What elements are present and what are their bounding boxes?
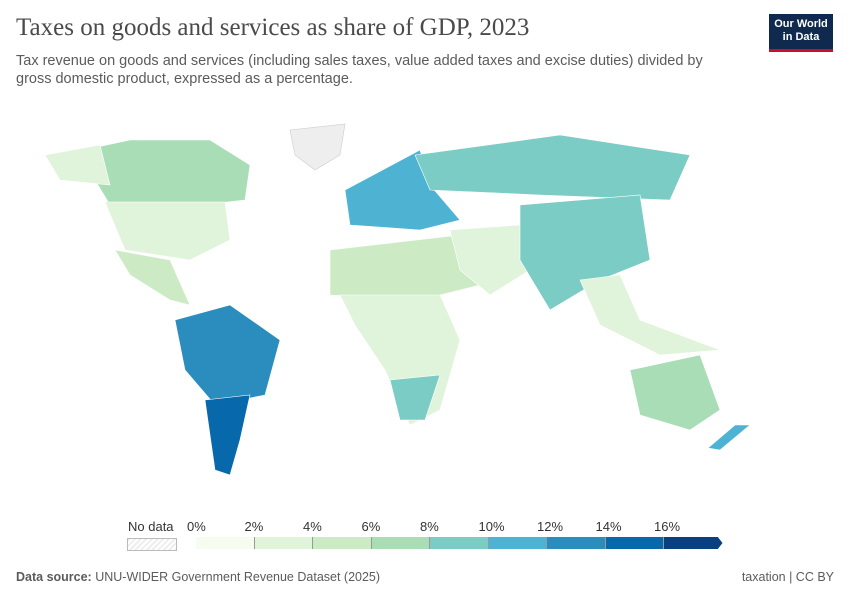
- south-america-north[interactable]: [174, 304, 281, 406]
- legend-bin[interactable]: [371, 537, 430, 549]
- russia[interactable]: [414, 134, 691, 201]
- owid-logo[interactable]: Our World in Data: [769, 14, 833, 52]
- color-legend: No data 0% 2% 4% 6% 8% 10% 12% 14% 16%: [0, 515, 850, 555]
- southern-africa[interactable]: [389, 374, 441, 421]
- middle-east[interactable]: [449, 224, 531, 296]
- legend-tick-label: 8%: [420, 519, 439, 534]
- license[interactable]: taxation | CC BY: [741, 570, 834, 584]
- legend-bin[interactable]: [196, 537, 255, 549]
- legend-bin[interactable]: [664, 537, 723, 549]
- chart-subtitle: Tax revenue on goods and services (inclu…: [16, 53, 703, 87]
- logo-line2: in Data: [782, 31, 820, 43]
- alaska[interactable]: [44, 144, 111, 186]
- no-data-label: No data: [128, 519, 174, 534]
- legend-tick-label: 4%: [303, 519, 322, 534]
- no-data-swatch: [127, 538, 177, 551]
- source-text[interactable]: UNU-WIDER Government Revenue Dataset (20…: [95, 570, 381, 584]
- chart-title: Taxes on goods and services as share of …: [16, 14, 530, 41]
- south-america-south[interactable]: [204, 394, 251, 476]
- canada[interactable]: [59, 139, 251, 206]
- china-india[interactable]: [519, 194, 651, 311]
- australia[interactable]: [629, 354, 721, 431]
- legend-tick-label: 14%: [595, 519, 622, 534]
- legend-bin[interactable]: [547, 537, 606, 549]
- southeast-asia[interactable]: [579, 274, 721, 356]
- legend-bin[interactable]: [605, 537, 664, 549]
- mexico-central-america[interactable]: [114, 249, 191, 306]
- legend-tick-label: 0%: [187, 519, 206, 534]
- source-label: Data source:: [16, 570, 92, 584]
- data-source: Data source: UNU-WIDER Government Revenu…: [16, 570, 380, 584]
- legend-tick-label: 12%: [537, 519, 564, 534]
- legend-bin[interactable]: [430, 537, 489, 549]
- world-map[interactable]: [0, 110, 850, 510]
- legend-bin[interactable]: [488, 537, 547, 549]
- europe[interactable]: [344, 149, 461, 231]
- legend-bin[interactable]: [313, 537, 372, 549]
- legend-bin[interactable]: [254, 537, 313, 549]
- usa[interactable]: [104, 201, 231, 261]
- logo-line1: Our World: [774, 18, 828, 30]
- legend-tick-label: 10%: [478, 519, 505, 534]
- legend-tick-label: 2%: [244, 519, 264, 534]
- north-africa[interactable]: [329, 234, 481, 301]
- new-zealand[interactable]: [707, 424, 751, 451]
- legend-tick-label: 16%: [654, 519, 681, 534]
- legend-tick-label: 6%: [361, 519, 381, 534]
- greenland[interactable]: [289, 123, 346, 171]
